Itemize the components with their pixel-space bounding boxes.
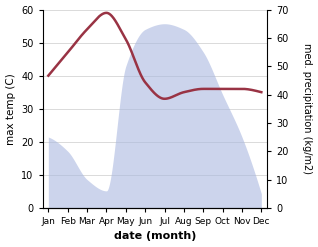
Y-axis label: med. precipitation (kg/m2): med. precipitation (kg/m2) [302,43,313,174]
Y-axis label: max temp (C): max temp (C) [5,73,16,144]
X-axis label: date (month): date (month) [114,231,196,242]
